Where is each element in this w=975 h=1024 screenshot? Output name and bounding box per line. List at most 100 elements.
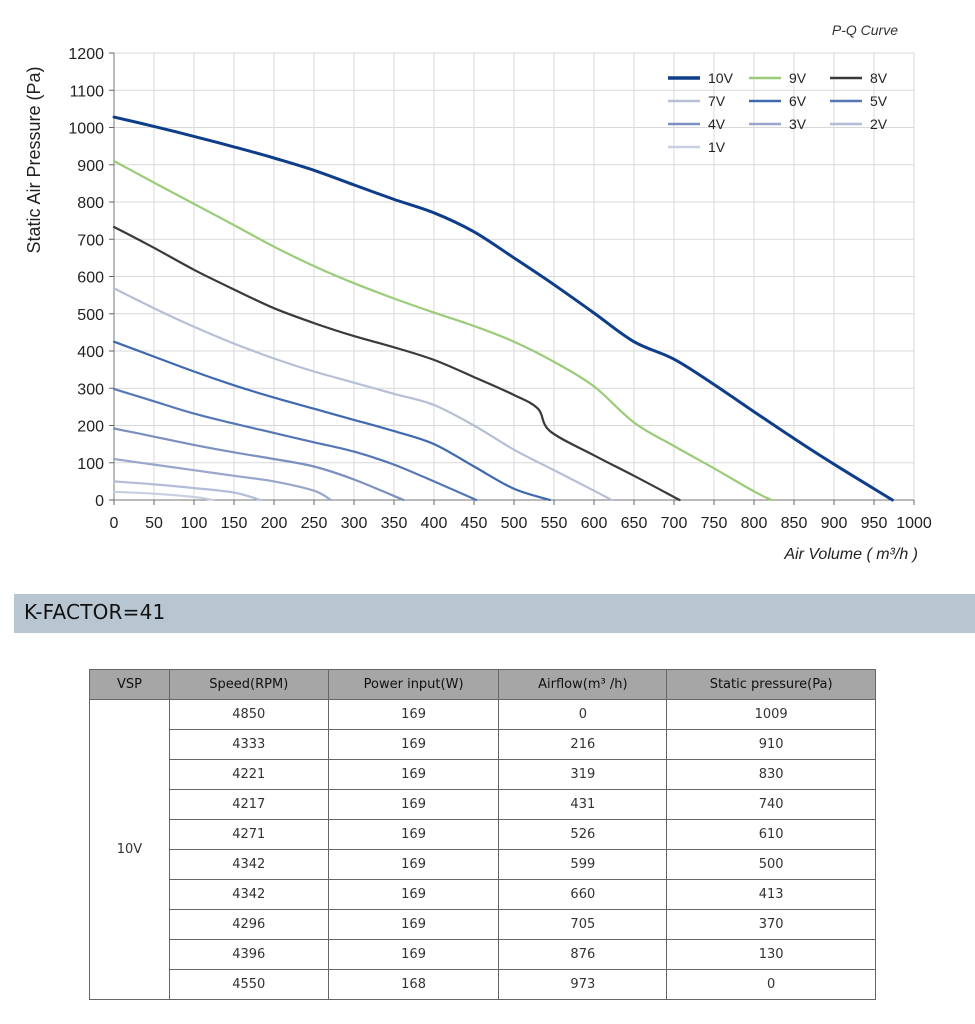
- x-tick-label: 200: [261, 515, 288, 532]
- x-tick-label: 700: [661, 515, 688, 532]
- header-vsp: VSP: [89, 669, 170, 700]
- legend-label-2v: 2V: [870, 116, 888, 132]
- chart-series: [112, 115, 894, 502]
- y-tick-label: 300: [77, 381, 104, 398]
- x-tick-label: 750: [701, 515, 728, 532]
- legend-label-10v: 10V: [708, 70, 734, 86]
- x-tick-label: 650: [621, 515, 648, 532]
- x-tick-label: 300: [341, 515, 368, 532]
- legend-label-4v: 4V: [708, 116, 726, 132]
- airflow-cell: 599: [498, 849, 668, 880]
- airflow-cell: 705: [498, 909, 668, 940]
- power-cell: 169: [327, 699, 500, 730]
- x-axis-label: Air Volume ( m³/h ): [783, 546, 918, 563]
- header-static-pressure: Static pressure(Pa): [666, 669, 876, 700]
- pressure-cell: 830: [666, 759, 876, 790]
- x-tick-label: 850: [781, 515, 808, 532]
- vsp-cell: 10V: [89, 699, 170, 1000]
- series-line-1v: [112, 490, 215, 502]
- airflow-cell: 216: [498, 729, 668, 760]
- power-cell: 169: [327, 759, 500, 790]
- airflow-cell: 319: [498, 759, 668, 790]
- x-tick-label: 150: [221, 515, 248, 532]
- speed-cell: 4850: [168, 699, 329, 730]
- x-tick-label: 250: [301, 515, 328, 532]
- table-row: 4296 169 705 370: [90, 909, 876, 940]
- x-tick-label: 450: [461, 515, 488, 532]
- series-line-5v: [112, 387, 478, 502]
- x-tick-label: 900: [821, 515, 848, 532]
- x-axis-ticks: 0 50 100 150 200 250 300 350 400 450 500 550 600 650 7…: [110, 500, 932, 532]
- x-tick-label: 400: [421, 515, 448, 532]
- pressure-cell: 130: [666, 939, 876, 970]
- airflow-cell: 876: [498, 939, 668, 970]
- series-line-3v: [112, 457, 332, 502]
- airflow-cell: 0: [498, 699, 668, 730]
- table-row: 4333 169 216 910: [90, 729, 876, 760]
- speed-cell: 4342: [168, 849, 329, 880]
- x-tick-label: 500: [501, 515, 528, 532]
- speed-cell: 4333: [168, 729, 329, 760]
- airflow-cell: 973: [498, 969, 668, 1000]
- table-row: 4342 169 660 413: [90, 879, 876, 910]
- table-header-row: VSP Speed(RPM) Power input(W) Airflow(m³…: [89, 669, 876, 700]
- x-tick-label: 600: [581, 515, 608, 532]
- speed-cell: 4550: [168, 969, 329, 1000]
- x-tick-label: 50: [145, 515, 163, 532]
- series-line-7v: [112, 287, 613, 502]
- y-tick-label: 1000: [68, 121, 104, 138]
- airflow-cell: 660: [498, 879, 668, 910]
- power-cell: 169: [327, 909, 500, 940]
- pressure-cell: 0: [666, 969, 876, 1000]
- y-axis-label: Static Air Pressure (Pa): [24, 66, 44, 253]
- power-cell: 169: [327, 939, 500, 970]
- power-cell: 169: [327, 729, 500, 760]
- legend-label-6v: 6V: [789, 93, 807, 109]
- header-power: Power input(W): [327, 669, 500, 700]
- y-tick-label: 800: [77, 195, 104, 212]
- y-tick-label: 500: [77, 307, 104, 324]
- y-tick-label: 900: [77, 158, 104, 175]
- power-cell: 169: [327, 879, 500, 910]
- x-tick-label: 100: [181, 515, 208, 532]
- series-line-8v: [112, 225, 681, 502]
- x-tick-label: 950: [861, 515, 888, 532]
- pq-chart: 0 100 200 300 400 500 600 700 800 900 1000 1100 1200…: [24, 22, 932, 563]
- pressure-cell: 413: [666, 879, 876, 910]
- y-tick-label: 1200: [68, 46, 104, 63]
- chart-legend: 10V 9V 8V 7V 6V 5V 4V 3V 2V 1V: [668, 70, 888, 155]
- speed-cell: 4221: [168, 759, 329, 790]
- power-cell: 169: [327, 849, 500, 880]
- y-tick-label: 600: [77, 270, 104, 287]
- header-airflow: Airflow(m³ /h): [498, 669, 668, 700]
- speed-cell: 4217: [168, 789, 329, 820]
- x-tick-label: 350: [381, 515, 408, 532]
- table-row: 10V 4850 169 0 1009: [89, 699, 876, 1000]
- legend-label-7v: 7V: [708, 93, 726, 109]
- series-line-10v: [112, 115, 894, 502]
- legend-label-8v: 8V: [870, 70, 888, 86]
- series-line-2v: [112, 480, 262, 502]
- legend-label-5v: 5V: [870, 93, 888, 109]
- legend-label-3v: 3V: [789, 116, 807, 132]
- y-axis-ticks: 0 100 200 300 400 500 600 700 800 900 1000 1100 1200: [68, 46, 114, 510]
- table-row: 4396 169 876 130: [90, 939, 876, 970]
- pressure-cell: 740: [666, 789, 876, 820]
- power-cell: 169: [327, 819, 500, 850]
- legend-label-1v: 1V: [708, 139, 726, 155]
- table-row: 4217 169 431 740: [90, 789, 876, 820]
- kfactor-banner: K-FACTOR=41: [14, 594, 975, 633]
- header-speed: Speed(RPM): [168, 669, 329, 700]
- y-tick-label: 1100: [70, 83, 105, 100]
- power-cell: 168: [327, 969, 500, 1000]
- table-row: 4550 168 973 0: [90, 969, 876, 1000]
- legend-label-9v: 9V: [789, 70, 807, 86]
- kfactor-label: K-FACTOR=41: [24, 600, 166, 624]
- spec-table: VSP Speed(RPM) Power input(W) Airflow(m³…: [89, 669, 876, 1000]
- x-tick-label: 1000: [896, 515, 932, 532]
- series-line-4v: [112, 427, 405, 502]
- speed-cell: 4271: [168, 819, 329, 850]
- pressure-cell: 370: [666, 909, 876, 940]
- x-tick-label: 0: [110, 515, 119, 532]
- table-row: 4271 169 526 610: [90, 819, 876, 850]
